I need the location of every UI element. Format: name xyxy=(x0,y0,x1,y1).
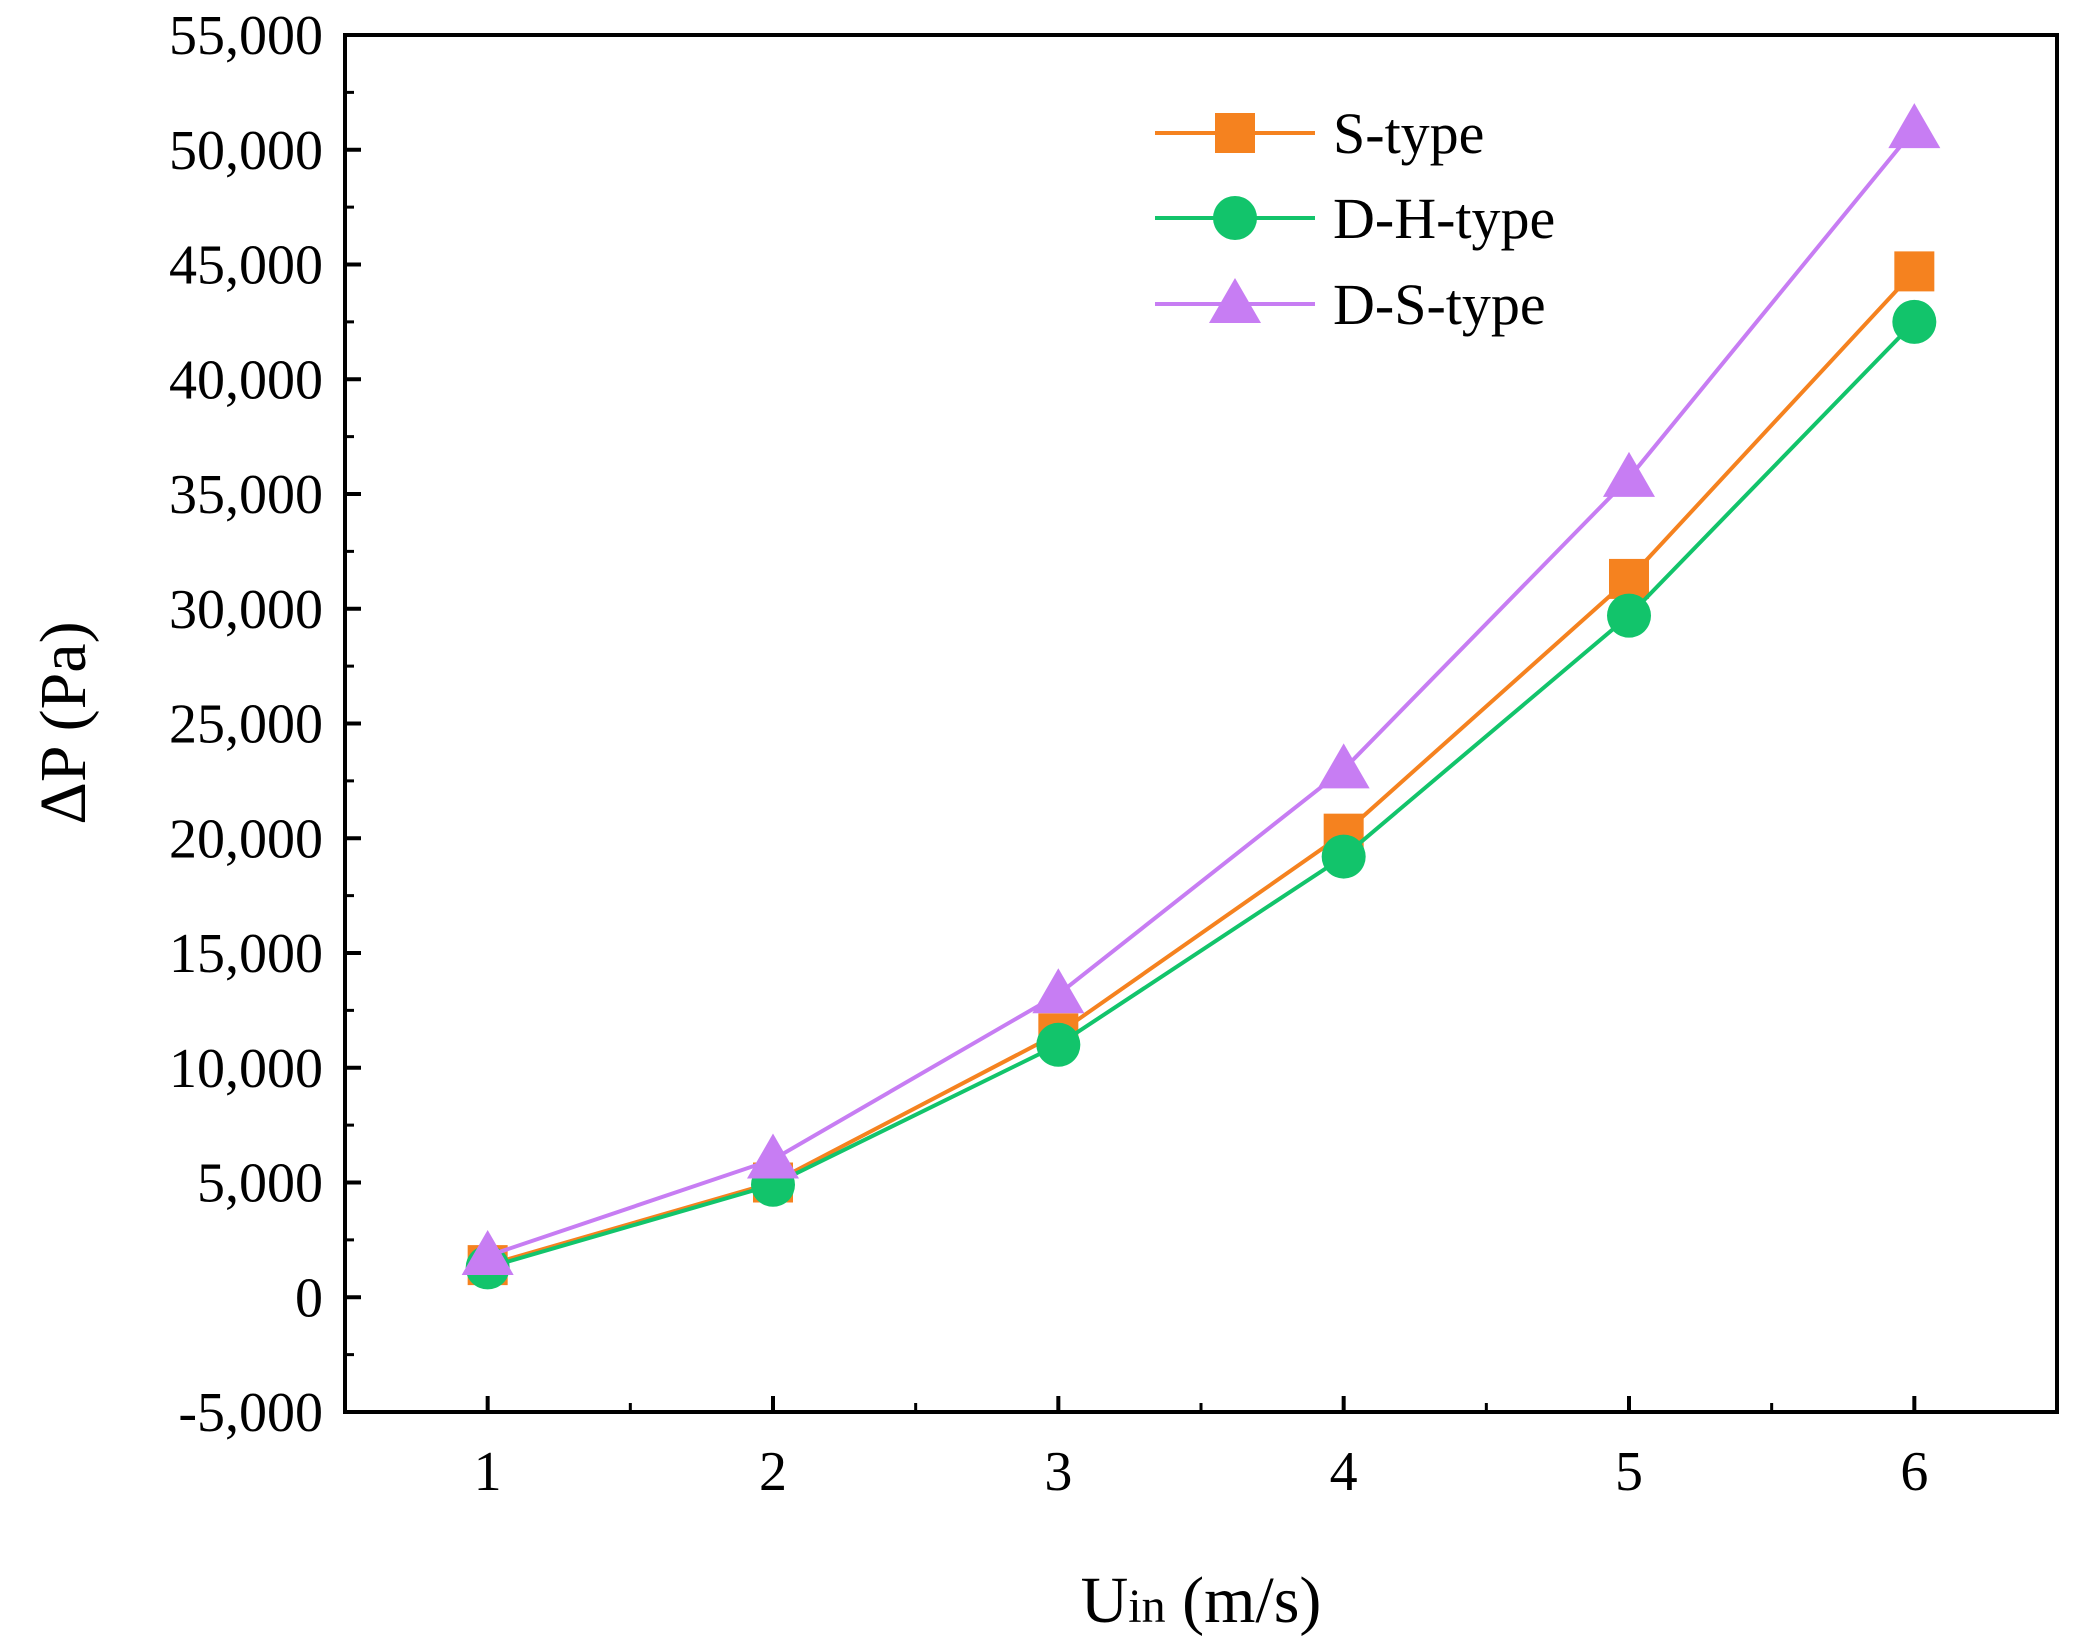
data-point-d-s-type xyxy=(1603,451,1655,497)
x-axis-ticks: 1 2 3 4 5 6 xyxy=(474,1396,1928,1503)
series-line-d-s-type xyxy=(487,127,1916,1258)
series-line-d-h-type xyxy=(487,320,1916,1270)
data-point-d-s-type xyxy=(461,1229,514,1275)
y-tick-label: 50,000 xyxy=(169,120,323,182)
data-point-d-s-type xyxy=(747,1133,799,1179)
legend-label-d-s-type: D-S-type xyxy=(1333,272,1546,337)
y-tick-label: 30,000 xyxy=(169,579,323,641)
y-tick-label: 55,000 xyxy=(169,5,323,67)
legend: S-type D-H-type D-S-type xyxy=(1155,101,1555,337)
x-tick-label: 5 xyxy=(1615,1441,1643,1503)
legend-marker-s-type xyxy=(1215,113,1255,153)
y-tick-label: 45,000 xyxy=(169,235,323,297)
plot-frame xyxy=(343,33,2059,1414)
y-axis-ticks: -5,000 0 5,000 10,000 15,000 20,000 25,000 30,0… xyxy=(169,5,361,1444)
x-tick-label: 2 xyxy=(759,1441,787,1503)
x-axis-title-subscript: in xyxy=(1128,1580,1165,1633)
x-tick-label: 1 xyxy=(474,1441,502,1503)
legend-item-s-type: S-type xyxy=(1155,101,1484,166)
x-tick-label: 3 xyxy=(1044,1441,1072,1503)
series-line-s-type xyxy=(487,270,1916,1268)
legend-label-d-h-type: D-H-type xyxy=(1333,186,1555,251)
legend-label-s-type: S-type xyxy=(1333,101,1484,166)
y-tick-label: 35,000 xyxy=(169,464,323,526)
y-tick-label: 10,000 xyxy=(169,1038,323,1100)
data-point-d-h-type xyxy=(1892,299,1937,344)
data-point-d-s-type xyxy=(1888,103,1941,149)
x-tick-label: 4 xyxy=(1330,1441,1358,1503)
y-axis-title: ΔP (Pa) xyxy=(27,621,100,824)
series-d-s-type xyxy=(461,103,1941,1275)
x-axis-title: Uin (m/s) xyxy=(1081,1564,1322,1637)
y-tick-label: -5,000 xyxy=(178,1382,323,1444)
legend-item-d-s-type: D-S-type xyxy=(1155,272,1546,337)
y-tick-label: 0 xyxy=(295,1267,323,1329)
x-axis-title-unit: (m/s) xyxy=(1166,1564,1322,1637)
y-tick-label: 40,000 xyxy=(169,349,323,411)
data-point-d-s-type xyxy=(1032,968,1085,1014)
legend-marker-d-s-type xyxy=(1209,278,1261,323)
legend-marker-d-h-type xyxy=(1213,196,1257,240)
y-tick-label: 25,000 xyxy=(169,694,323,756)
y-tick-label: 5,000 xyxy=(197,1153,323,1215)
data-point-s-type xyxy=(1609,558,1649,599)
legend-item-d-h-type: D-H-type xyxy=(1155,186,1555,251)
series-layer xyxy=(461,103,1941,1290)
y-tick-label: 15,000 xyxy=(169,923,323,985)
y-tick-label: 20,000 xyxy=(169,808,323,870)
data-point-d-h-type xyxy=(1607,593,1651,638)
data-point-d-h-type xyxy=(1321,834,1366,879)
data-point-d-s-type xyxy=(1317,743,1370,789)
x-axis-title-main: U xyxy=(1081,1564,1129,1637)
data-point-d-h-type xyxy=(1036,1022,1081,1067)
data-point-s-type xyxy=(1894,251,1935,292)
x-tick-label: 6 xyxy=(1900,1441,1928,1503)
